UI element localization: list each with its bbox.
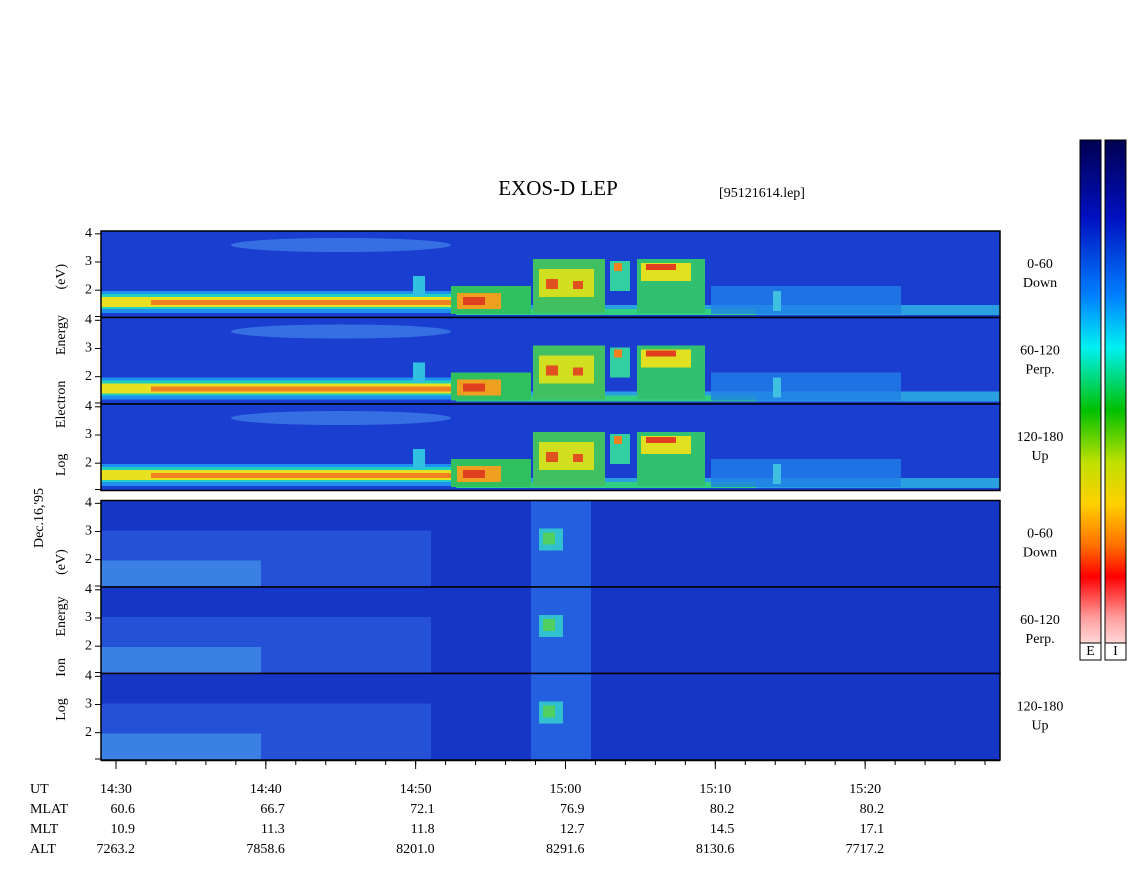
panel-label: Perp. [1025, 363, 1054, 378]
y-tick-label: 3 [85, 254, 92, 269]
ephemeris-value: 14.5 [710, 822, 735, 837]
y-tick-label: 2 [85, 725, 92, 740]
ephemeris-value: 76.9 [560, 802, 585, 817]
ephemeris-value: 8291.6 [546, 842, 585, 857]
row-name: MLT [30, 822, 59, 837]
y-tick-label: 4 [85, 313, 92, 328]
panel-frame [100, 403, 1001, 492]
panel-label: Down [1023, 276, 1057, 291]
ephemeris-value: 10.9 [110, 822, 135, 837]
y-tick-label: 3 [85, 341, 92, 356]
x-tick-label: 15:10 [699, 782, 731, 797]
x-tick-label: 14:40 [250, 782, 282, 797]
panel-label: 60-120 [1020, 613, 1060, 628]
ephemeris-value: 80.2 [860, 802, 885, 817]
y-tick-label: 2 [85, 552, 92, 567]
ephemeris-value: 8130.6 [696, 842, 735, 857]
panel-label: 60-120 [1020, 344, 1060, 359]
row-name: ALT [30, 842, 56, 857]
panel-label: Down [1023, 546, 1057, 561]
y-tick-label: 2 [85, 455, 92, 470]
panel-label: 0-60 [1027, 257, 1053, 272]
spectrogram [101, 587, 1000, 673]
y-tick-label: 3 [85, 697, 92, 712]
y-tick-label: 4 [85, 496, 92, 511]
ephemeris-value: 17.1 [860, 822, 885, 837]
ephemeris-value: 8201.0 [396, 842, 435, 857]
colorbar-label: I [1113, 644, 1118, 659]
spectrogram [101, 317, 1000, 404]
y-tick-label: 2 [85, 282, 92, 297]
spectrogram [101, 231, 1000, 317]
y-tick-label: 4 [85, 226, 92, 241]
ephemeris-value: 11.3 [261, 822, 285, 837]
date-label: Dec.16,'95 [32, 488, 47, 548]
colorbar-label-box [1079, 642, 1102, 661]
y-tick-label: 3 [85, 427, 92, 442]
panel-label: 120-180 [1017, 700, 1064, 715]
y-tick-label: 2 [85, 638, 92, 653]
panel-label: 120-180 [1017, 430, 1064, 445]
spectrogram [101, 673, 1000, 760]
spectrogram [101, 500, 1000, 587]
y-tick-label: 3 [85, 610, 92, 625]
ephemeris-value: 60.6 [110, 802, 135, 817]
y-tick-label: 4 [85, 399, 92, 414]
ephemeris-value: 80.2 [710, 802, 735, 817]
row-name: UT [30, 782, 49, 797]
x-tick-label: 14:50 [400, 782, 432, 797]
ephemeris-value: 7858.6 [246, 842, 285, 857]
chart-title: EXOS-D LEP [498, 176, 618, 200]
y-tick-label: 3 [85, 524, 92, 539]
panel-label: Up [1031, 449, 1048, 464]
x-tick-label: 15:00 [550, 782, 582, 797]
panel-label: Up [1031, 719, 1048, 734]
x-tick-label: 15:20 [849, 782, 881, 797]
y-axis-label: Log Ion Energy (eV) [54, 549, 69, 721]
y-tick-label: 4 [85, 669, 92, 684]
y-tick-label: 4 [85, 582, 92, 597]
panel-label: 0-60 [1027, 527, 1053, 542]
ephemeris-value: 7717.2 [846, 842, 885, 857]
ephemeris-value: 66.7 [260, 802, 285, 817]
colorbar [1079, 139, 1102, 661]
y-tick-label: 2 [85, 369, 92, 384]
ephemeris-value: 11.8 [411, 822, 435, 837]
colorbar [1104, 139, 1127, 661]
ephemeris-value: 12.7 [560, 822, 585, 837]
colorbar-label: E [1086, 644, 1095, 659]
ephemeris-value: 7263.2 [96, 842, 135, 857]
ephemeris-value: 72.1 [410, 802, 435, 817]
y-axis-label: Log Electron Energy (eV) [54, 264, 69, 477]
row-name: MLAT [30, 802, 69, 817]
colorbar-label-box [1104, 642, 1127, 661]
spectrogram [101, 404, 1000, 490]
panel-label: Perp. [1025, 632, 1054, 647]
x-tick-label: 14:30 [100, 782, 132, 797]
file-name: [95121614.lep] [719, 186, 805, 201]
panels: 2 3 4 0-60 Down 2 3 4 60-120 Perp. 2 3 4 120-180 Up 2 3 4… [30, 226, 1063, 857]
